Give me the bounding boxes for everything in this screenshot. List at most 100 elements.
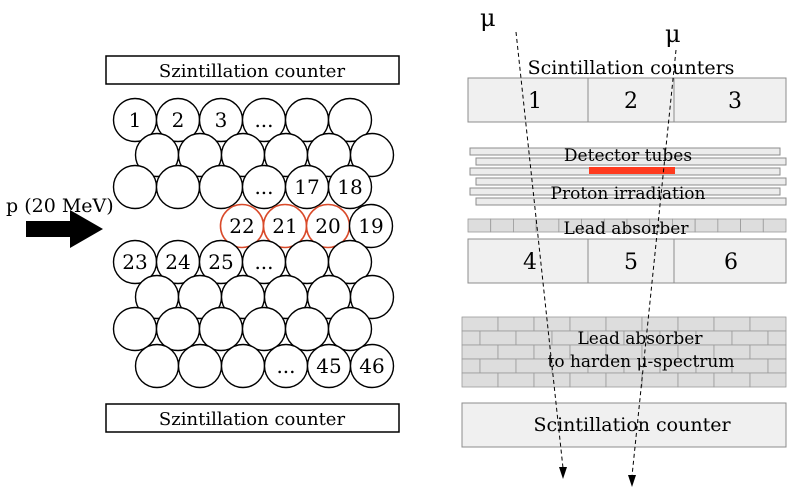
drift-tube [327,164,373,210]
lead-brick [461,316,499,332]
lead-brick [717,218,741,233]
tube-number: 25 [208,250,233,274]
tube-number: 3 [215,108,228,132]
lead-brick [762,218,787,233]
lead-brick [749,372,787,388]
lead-brick [731,330,769,346]
lead-brick [515,330,553,346]
lead-brick [731,358,769,374]
muon-symbol-right: μ [665,20,681,48]
lead-brick [535,218,560,233]
counter-label-5: 5 [624,250,638,275]
lead-brick [740,218,764,233]
muon-symbol-left: μ [480,4,496,32]
lead-brick [694,218,719,233]
lead-brick [569,372,607,388]
top-counters-title: Scintillation counters [528,57,735,79]
lead-brick [461,330,481,346]
drift-tube [349,343,395,389]
tube-layer [475,197,787,206]
muon-track-right [631,49,677,477]
bottom-right-counter [461,402,787,448]
tube-number: ... [254,175,273,199]
drift-tube [198,306,244,352]
top-scintillation-counter [105,55,400,85]
tube-number: 2 [172,108,185,132]
tube-layer [469,147,781,156]
lead-brick [713,316,751,332]
arrow-down-icon [559,467,567,479]
tube-number: 46 [359,354,384,378]
drift-tube [349,274,395,320]
lead-absorber-label: Lead absorber [564,219,690,239]
tube-number: 21 [272,214,297,238]
lead-brick [479,358,517,374]
drift-tube [327,306,373,352]
tube-number: 19 [358,214,383,238]
lead-brick [641,372,679,388]
tube-number: ... [254,250,273,274]
lead-brick [749,344,787,360]
tube-layer [475,157,787,166]
tube-number: ... [276,354,295,378]
counter-label-6: 6 [724,250,738,275]
tube-number: ... [254,108,273,132]
thick-lead-absorber [461,316,787,388]
lead-brick [767,358,787,374]
lead-brick [461,358,481,374]
counter-label-3: 3 [728,89,742,114]
drift-tube [327,97,373,143]
tube-number: 23 [122,250,147,274]
lead-brick [497,344,535,360]
beam-arrow-icon [26,210,103,248]
drift-tube [198,164,244,210]
thick-absorber-label-2: to harden μ-spectrum [548,352,735,372]
lead-brick [533,316,571,332]
top-counter-label: Szintillation counter [159,61,346,82]
irradiation-bar [589,167,675,174]
counter-segment-1 [467,77,589,123]
lead-brick [497,316,535,332]
drift-tube [177,343,223,389]
thin-lead-absorber [467,218,787,233]
right-panel: μ μ Scintillation counters 1 2 3 Detecto… [461,4,787,487]
tube-layer [469,187,781,196]
lead-brick [479,330,517,346]
lead-brick [467,218,492,233]
drift-tube [348,203,394,249]
beam-label: p (20 MeV) [6,195,114,217]
bottom-scintillation-counter [105,403,400,433]
drift-tube [155,164,201,210]
tube-number: 24 [165,250,190,274]
lead-brick [749,316,787,332]
counter-segment-3 [673,77,787,123]
tube-number: 17 [294,175,319,199]
lead-brick [677,372,715,388]
lead-brick [497,372,535,388]
thick-absorber-label-1: Lead absorber [578,329,704,349]
detector-tubes-label: Detector tubes [564,146,692,166]
drift-tube [241,306,287,352]
drift-tube [349,132,395,178]
drift-tube [284,306,330,352]
counter-label-2: 2 [624,89,638,114]
muon-track-left [515,31,564,469]
bottom-right-counter-label: Scintillation counter [533,414,731,436]
drift-tube [155,306,201,352]
tube-number: 45 [316,354,341,378]
tube-number: 18 [337,175,362,199]
counter-label-4: 4 [523,250,537,275]
tube-number: 20 [315,214,340,238]
lead-brick [490,218,514,233]
proton-irradiation-label: Proton irradiation [551,184,706,204]
lead-brick [605,372,643,388]
counter-segment-6 [673,238,787,284]
drift-tube [220,343,266,389]
drift-tube [327,239,373,285]
lead-brick [461,344,499,360]
tube-layer [475,177,787,186]
lead-brick [533,372,571,388]
